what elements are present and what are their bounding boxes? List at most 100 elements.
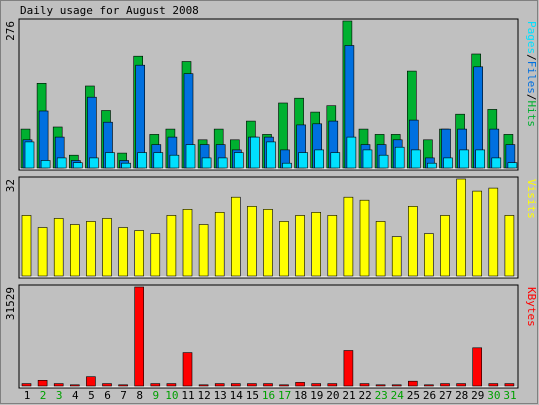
bar-hits-pages-day-5	[89, 157, 99, 169]
x-tick-label-22: 22	[358, 389, 371, 402]
x-tick-label-8: 8	[136, 389, 143, 402]
bar-visits-visits-day-21	[343, 196, 354, 277]
bar-hits-files-day-5	[87, 96, 97, 169]
bar-hits-pages-day-15	[250, 136, 260, 169]
bar-visits-visits-day-4	[70, 224, 80, 277]
bar-kbytes-kbytes-day-29	[472, 347, 483, 387]
x-tick-label-18: 18	[294, 389, 307, 402]
bar-visits-visits-day-17	[279, 221, 289, 277]
bar-kbytes-kbytes-day-15	[247, 383, 257, 387]
panel-visits: 32 Visits	[4, 176, 538, 279]
bar-hits-pages-day-7	[121, 162, 131, 169]
bar-kbytes-kbytes-day-2	[37, 379, 48, 387]
bar-hits-pages-day-6	[105, 152, 115, 169]
panel-kbytes-legend: KBytes	[525, 287, 538, 327]
bar-kbytes-kbytes-day-1	[21, 383, 32, 387]
bar-hits-pages-day-8	[137, 152, 147, 169]
legend-separator: /	[525, 94, 538, 101]
bar-visits-visits-day-14	[231, 196, 241, 277]
bar-hits-pages-day-24	[394, 146, 405, 169]
x-tick-label-29: 29	[471, 389, 484, 402]
x-tick-label-4: 4	[72, 389, 79, 402]
x-axis-day-labels: 1 2 3 4 5 6 7 8 9 10 11 12 13 14 15 16 17 18 19 20 21 22 23 24 2…	[24, 389, 517, 402]
bar-hits-files-day-2	[38, 110, 49, 169]
bar-visits-visits-day-28	[456, 178, 466, 277]
bar-visits-visits-day-1	[21, 215, 32, 277]
bar-kbytes-kbytes-day-16	[263, 383, 273, 387]
bar-visits-visits-day-29	[472, 190, 483, 277]
bar-kbytes-kbytes-day-14	[231, 383, 241, 387]
bar-visits-visits-day-23	[375, 221, 386, 277]
bar-hits-pages-day-16	[266, 141, 276, 169]
bar-kbytes-kbytes-day-19	[311, 383, 322, 387]
x-tick-label-14: 14	[230, 389, 244, 402]
x-tick-label-19: 19	[310, 389, 323, 402]
bar-kbytes-kbytes-day-30	[488, 383, 499, 387]
x-tick-label-2: 2	[40, 389, 47, 402]
bar-visits-visits-day-31	[504, 215, 515, 277]
bar-hits-pages-day-28	[459, 149, 469, 169]
bar-visits-visits-day-3	[53, 218, 64, 277]
legend-kbytes: KBytes	[525, 287, 538, 327]
bar-hits-pages-day-31	[507, 162, 518, 169]
x-tick-label-15: 15	[246, 389, 259, 402]
bar-hits-pages-day-18	[298, 152, 308, 169]
bar-visits-visits-day-22	[359, 199, 370, 277]
x-tick-label-25: 25	[407, 389, 420, 402]
bar-visits-visits-day-8	[134, 230, 144, 277]
bar-visits-visits-day-30	[488, 187, 499, 277]
bar-visits-visits-day-5	[86, 221, 96, 277]
bar-hits-pages-day-10	[169, 154, 180, 169]
legend-visits: Visits	[525, 179, 538, 219]
bar-kbytes-kbytes-day-17	[279, 384, 289, 387]
bar-hits-pages-day-25	[410, 149, 421, 169]
bar-hits-pages-day-20	[330, 152, 341, 169]
bar-visits-visits-day-27	[440, 215, 450, 277]
bar-visits-visits-day-20	[327, 215, 338, 277]
legend-files: Files	[525, 61, 538, 94]
bar-hits-pages-day-13	[217, 157, 228, 169]
panel-kbytes: 31529 KBytes	[4, 284, 538, 389]
panel-kbytes-plot-area	[18, 284, 519, 389]
x-tick-label-24: 24	[391, 389, 405, 402]
bar-visits-visits-day-10	[166, 215, 177, 277]
bar-kbytes-kbytes-day-26	[424, 384, 434, 387]
legend-pages: Pages	[525, 21, 538, 54]
bar-visits-visits-day-24	[391, 236, 402, 277]
bar-kbytes-kbytes-day-25	[407, 380, 418, 387]
bar-kbytes-kbytes-day-31	[504, 383, 515, 387]
bar-kbytes-kbytes-day-13	[214, 383, 225, 387]
bar-visits-visits-day-2	[37, 227, 48, 277]
chart-title: Daily usage for August 2008	[20, 4, 199, 17]
bar-kbytes-kbytes-day-24	[391, 384, 402, 387]
bar-visits-visits-day-6	[102, 218, 112, 277]
bar-visits-visits-day-13	[214, 212, 225, 277]
bar-hits-pages-day-27	[443, 157, 453, 169]
bar-kbytes-kbytes-day-6	[102, 383, 112, 387]
bar-kbytes-kbytes-day-10	[166, 383, 177, 387]
bar-kbytes-kbytes-day-20	[327, 383, 338, 387]
x-tick-label-6: 6	[104, 389, 111, 402]
bar-visits-visits-day-15	[247, 206, 257, 277]
bar-visits-visits-day-26	[424, 233, 434, 277]
panel-hits-legend: Pages/Files/Hits	[525, 21, 538, 127]
x-tick-label-5: 5	[88, 389, 95, 402]
x-tick-label-30: 30	[487, 389, 500, 402]
x-tick-label-13: 13	[214, 389, 227, 402]
bar-kbytes-kbytes-day-11	[182, 352, 193, 387]
x-tick-label-12: 12	[197, 389, 210, 402]
bar-visits-visits-day-7	[118, 227, 128, 277]
bar-visits-visits-day-19	[311, 212, 322, 277]
bar-hits-pages-day-29	[475, 149, 486, 169]
bar-hits-pages-day-14	[234, 152, 244, 169]
bar-hits-pages-day-11	[185, 144, 196, 169]
bar-kbytes-kbytes-day-5	[86, 376, 96, 387]
x-tick-label-1: 1	[24, 389, 31, 402]
x-tick-label-23: 23	[375, 389, 388, 402]
x-tick-label-31: 31	[503, 389, 516, 402]
bar-kbytes-kbytes-day-28	[456, 383, 466, 387]
